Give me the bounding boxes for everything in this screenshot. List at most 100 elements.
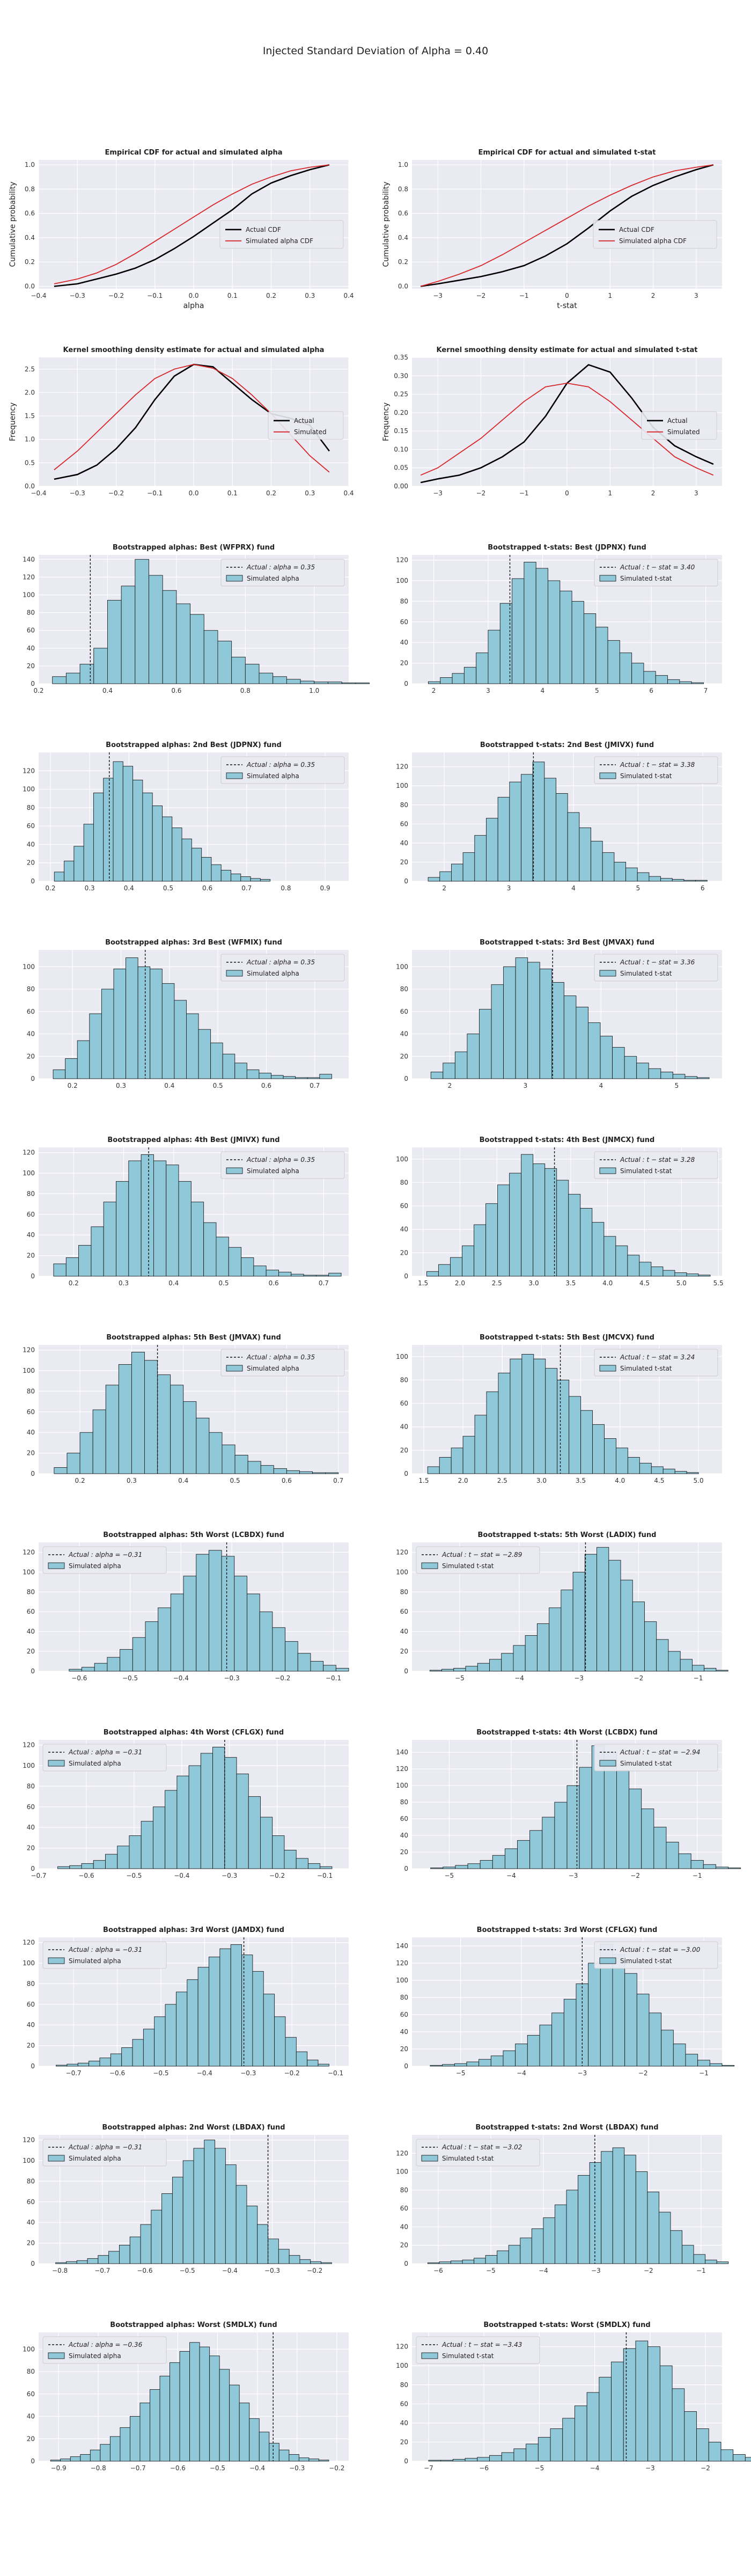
x-tick-label: 2 — [651, 489, 656, 497]
histogram-bar — [93, 648, 108, 684]
x-tick-label: −4 — [590, 2464, 600, 2472]
histogram-bar — [132, 1637, 146, 1672]
legend-label-actual: Actual : t − stat = −3.00 — [620, 1946, 701, 1953]
x-tick-label: −0.7 — [31, 1872, 46, 1879]
subplot-22: 0 20 40 60 80 100 120 −6 −5 −4 −3 −2 −1 Bootstrapped … — [396, 2124, 729, 2274]
histogram-bar — [119, 2244, 130, 2264]
histogram-bar — [186, 1013, 199, 1079]
histogram-bar — [526, 2443, 539, 2462]
subplot-2: 0.0 0.2 0.4 0.6 0.8 1.0 −3 −2 −1 0 1 2 3 Empirical CD… — [382, 149, 722, 310]
histogram-bar — [209, 2355, 220, 2462]
histogram-bar — [159, 2375, 170, 2462]
histogram-bar — [488, 630, 500, 684]
histogram-bar — [308, 2458, 319, 2462]
y-tick-label: 0 — [31, 1075, 35, 1082]
legend: Actual : t − stat = −3.43 Simulated t-sta… — [416, 2336, 540, 2364]
histogram-bar — [515, 957, 528, 1079]
histogram-bar — [455, 1865, 468, 1869]
histogram-bar — [165, 2004, 176, 2067]
histogram-bar — [76, 2260, 88, 2264]
histogram-bar — [477, 1663, 490, 1672]
histogram-bar — [474, 835, 487, 882]
histogram-bar — [524, 561, 536, 684]
y-tick-label: 120 — [23, 767, 35, 774]
y-tick-label: 120 — [23, 1741, 35, 1749]
x-tick-label: −0.2 — [108, 292, 124, 299]
histogram-bar — [442, 2064, 455, 2067]
histogram-bar — [513, 1645, 526, 1672]
x-tick-label: 3.0 — [536, 1477, 547, 1484]
histogram-bar — [325, 1472, 339, 1474]
series-line-simulated — [420, 164, 714, 287]
histogram-bar — [259, 672, 274, 684]
histogram-bar — [139, 2403, 150, 2462]
histogram-bar — [501, 1653, 514, 1672]
histogram-bar — [439, 1457, 452, 1474]
x-tick-label: 0.8 — [281, 884, 291, 892]
histogram-bar — [504, 1848, 518, 1869]
y-tick-label: 2.0 — [25, 389, 35, 396]
histogram-bar — [619, 652, 632, 684]
y-tick-label: 80 — [27, 1190, 35, 1197]
y-tick-label: 60 — [400, 1400, 408, 1407]
subplot-8: 0 20 40 60 80 100 120 2 3 4 5 6 Bootstrapped t-stats… — [396, 741, 722, 892]
histogram-bar — [542, 1817, 555, 1869]
histogram-bar — [307, 1077, 320, 1079]
histogram-bar — [99, 2058, 111, 2067]
histogram-bar — [131, 1351, 145, 1474]
legend-label-actual: Actual : alpha = 0.35 — [246, 1353, 315, 1361]
legend: Actual : alpha = 0.35 Simulated alpha — [220, 1151, 345, 1179]
x-tick-label: 3 — [524, 1082, 528, 1089]
histogram-bar — [70, 2456, 81, 2462]
histogram-bar — [278, 1271, 292, 1277]
y-tick-label: 40 — [27, 840, 35, 848]
x-tick-label: −0.3 — [222, 1872, 237, 1879]
y-tick-label: 20 — [400, 1848, 408, 1856]
legend-label-actual: Actual : alpha = −0.31 — [68, 2143, 142, 2151]
x-tick-label: −0.3 — [289, 2464, 305, 2472]
x-tick-label: 3.5 — [576, 1477, 586, 1484]
histogram-bar — [614, 861, 627, 882]
histogram-bar — [260, 879, 271, 882]
histogram-bar — [580, 1410, 593, 1474]
histogram-bar — [492, 1855, 505, 1869]
histogram-bar — [320, 1866, 333, 1869]
legend-label-simulated: Simulated t-stat — [442, 2155, 494, 2162]
histogram-bar — [644, 1621, 657, 1672]
y-tick-label: 2.5 — [25, 365, 35, 373]
y-axis-label: Cumulative probability — [9, 181, 17, 267]
subplot-1: 0.0 0.2 0.4 0.6 0.8 1.0 −0.4 −0.3 −0.2 −0.1 0.0 0.1… — [9, 149, 354, 310]
x-tick-label: 0.6 — [269, 1279, 279, 1287]
y-tick-label: 20 — [400, 858, 408, 866]
legend: Actual : alpha = −0.31 Simulated alpha — [42, 1941, 167, 1969]
histogram-bar — [190, 614, 204, 684]
subplot-title: Bootstrapped t-stats: 2nd Worst (LBDAX) … — [475, 2124, 658, 2132]
histogram-bar — [318, 2063, 329, 2067]
histogram-bar — [153, 1160, 167, 1277]
y-tick-label: 40 — [400, 1030, 408, 1038]
x-tick-label: −0.5 — [126, 1872, 142, 1879]
legend-box — [220, 1349, 345, 1377]
histogram-bar — [462, 1245, 475, 1277]
x-tick-label: −0.6 — [170, 2464, 186, 2472]
x-tick-label: 0.2 — [266, 489, 276, 497]
histogram-bar — [584, 1554, 598, 1672]
legend-label: Actual CDF — [619, 226, 654, 233]
y-tick-label: 20 — [400, 2242, 408, 2249]
subplot-title: Bootstrapped alphas: 4th Best (JMIVX) fu… — [107, 1136, 279, 1144]
y-tick-label: 40 — [27, 1628, 35, 1635]
x-tick-label: 0.2 — [33, 687, 43, 694]
series-line-actual — [54, 164, 330, 287]
histogram-bar — [703, 1864, 716, 1869]
histogram-bar — [521, 1354, 534, 1474]
histogram-bar — [551, 982, 564, 1079]
histogram-bar — [266, 1270, 279, 1277]
histogram-bar — [53, 1069, 66, 1079]
histogram-bar — [592, 1424, 605, 1474]
y-tick-label: 120 — [396, 763, 408, 771]
x-tick-label: −0.2 — [284, 2069, 300, 2077]
x-tick-label: −0.5 — [210, 2464, 225, 2472]
x-tick-label: −4 — [506, 1872, 516, 1879]
histogram-bar — [556, 793, 568, 882]
histogram-bar — [499, 603, 513, 684]
